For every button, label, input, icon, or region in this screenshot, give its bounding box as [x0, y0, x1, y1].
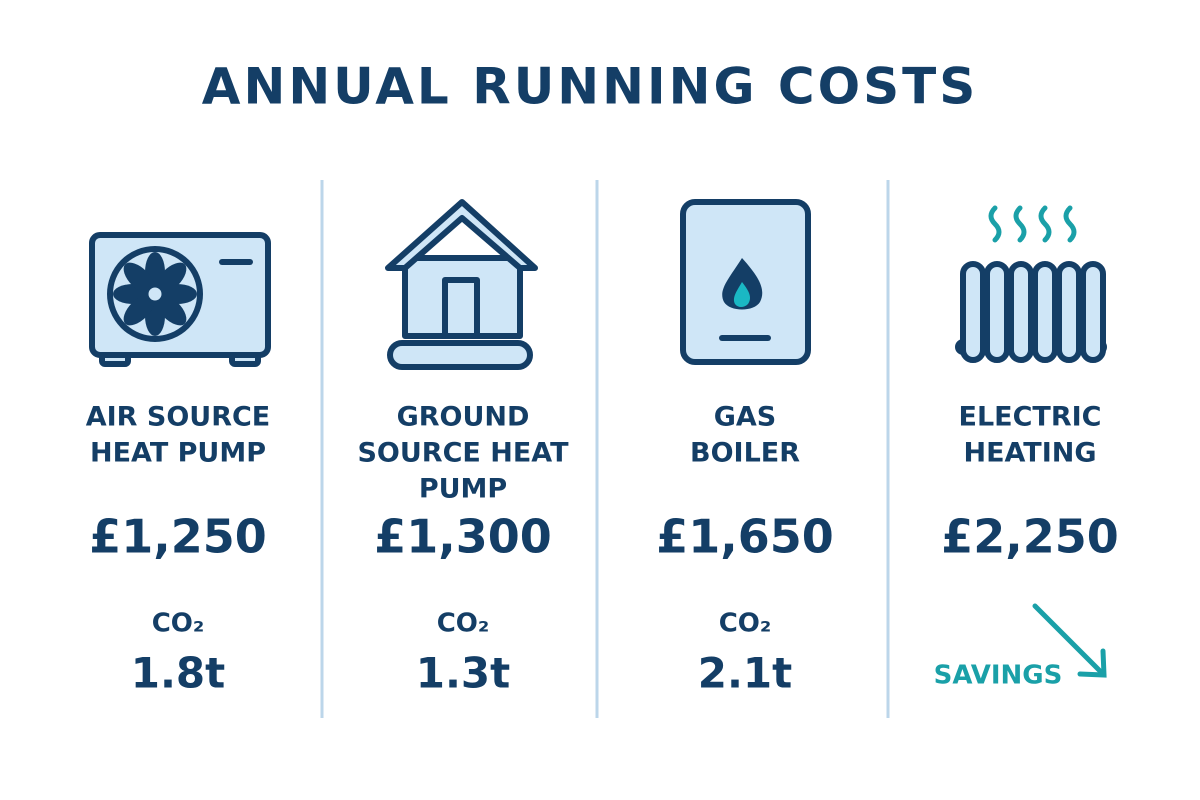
heater-name: SOURCE HEAT	[357, 438, 569, 469]
gas-boiler-icon	[680, 199, 811, 365]
co2-value: 1.3t	[416, 649, 510, 698]
heater-name: BOILER	[690, 438, 800, 469]
co2-value: 2.1t	[698, 649, 792, 698]
heater-name: GROUND	[397, 402, 530, 433]
annual-cost: £2,250	[941, 510, 1119, 564]
co2-value: 1.8t	[131, 649, 225, 698]
annual-cost: £1,650	[656, 510, 834, 564]
heater-name: AIR SOURCE	[86, 402, 271, 433]
annual-cost: £1,250	[89, 510, 267, 564]
radiator-icon	[955, 205, 1107, 363]
heater-name: ELECTRIC	[959, 402, 1102, 433]
annual-cost: £1,300	[374, 510, 552, 564]
co2-label: CO₂	[719, 609, 772, 639]
co2-label: CO₂	[152, 609, 205, 639]
heater-name: HEAT PUMP	[90, 438, 266, 469]
savings-label: SAVINGS	[934, 661, 1063, 691]
heater-name: HEATING	[963, 438, 1096, 469]
title: ANNUAL RUNNING COSTS	[202, 58, 978, 116]
heater-name: GAS	[714, 402, 777, 433]
air-source-icon	[89, 232, 271, 367]
savings-arrow	[1032, 603, 1107, 678]
heater-name: PUMP	[419, 474, 507, 505]
ground-source-icon	[385, 199, 538, 370]
co2-label: CO₂	[437, 609, 490, 639]
